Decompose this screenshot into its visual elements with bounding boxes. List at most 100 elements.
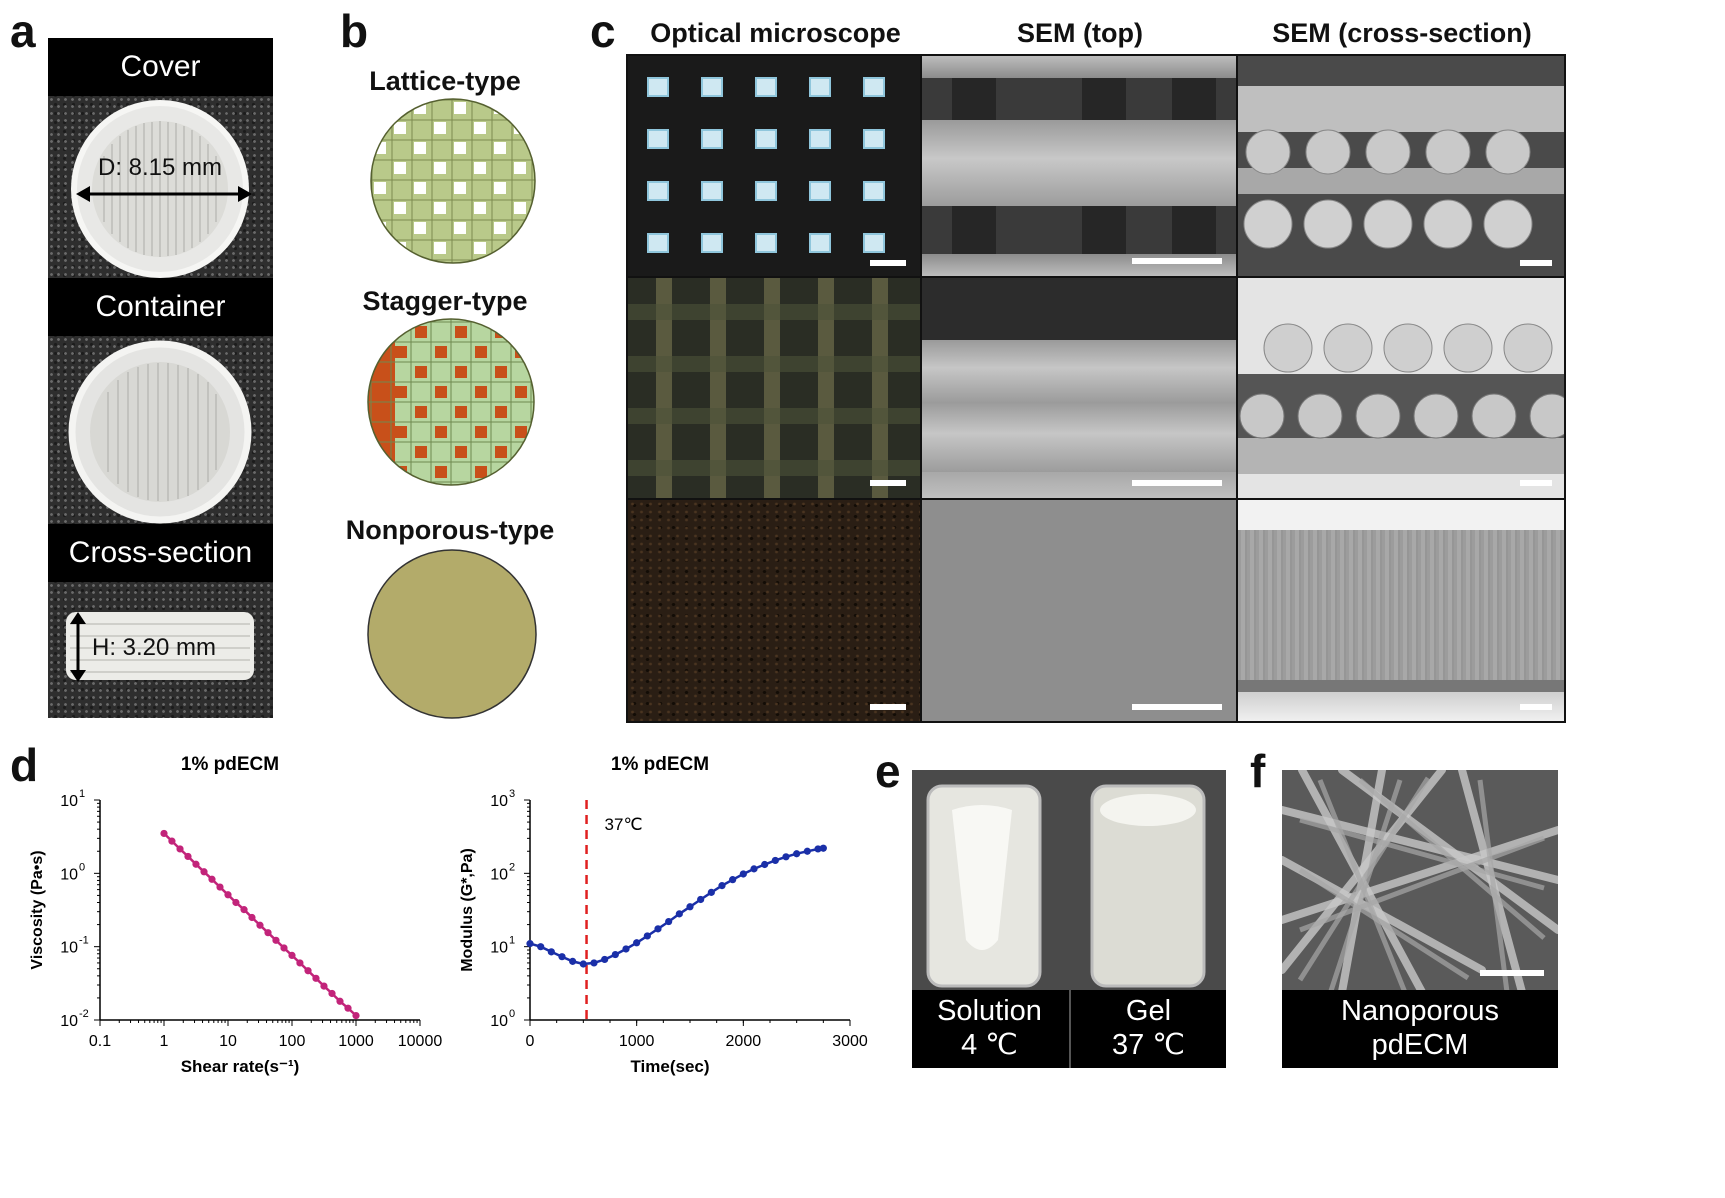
data-point <box>729 876 737 884</box>
y-tick-exponent: -1 <box>79 935 89 947</box>
nonporous-sem-top-image <box>922 500 1236 721</box>
gel-caption-temp: 37 ℃ <box>1112 1029 1185 1061</box>
cover-part-drawing <box>71 100 252 278</box>
panel-label-e: e <box>875 745 901 797</box>
data-point <box>761 860 769 869</box>
scale-bar <box>870 260 906 266</box>
x-tick-label: 0 <box>526 1033 535 1050</box>
scale-bar <box>1520 260 1552 266</box>
data-point <box>601 955 609 964</box>
y-tick-exponent: 0 <box>509 1008 515 1020</box>
data-point <box>697 895 705 904</box>
x-tick-label: 0.1 <box>89 1033 111 1050</box>
data-point <box>633 939 641 947</box>
nanoporous-sem-image <box>1282 770 1558 992</box>
cross-section-label: Cross-section <box>48 524 273 582</box>
data-point <box>344 1004 352 1012</box>
data-point <box>224 891 232 899</box>
data-point <box>819 844 827 852</box>
data-point <box>590 959 598 967</box>
scale-bar <box>1132 480 1222 486</box>
data-point <box>248 913 256 922</box>
data-point <box>176 845 184 853</box>
stagger-type-diagram <box>367 318 535 486</box>
container-label: Container <box>48 278 273 336</box>
panel-label-f: f <box>1250 745 1266 797</box>
scale-bar <box>870 480 906 486</box>
stagger-type-title: Stagger-type <box>362 286 528 316</box>
x-tick-label: 10 <box>219 1033 237 1050</box>
lattice-pore <box>863 181 885 201</box>
data-point <box>232 898 240 907</box>
nonporous-type-diagram <box>367 549 537 719</box>
y-tick-exponent: 2 <box>509 861 515 873</box>
y-tick-exponent: 1 <box>79 788 85 800</box>
y-tick-exponent: 0 <box>79 861 85 873</box>
data-point <box>240 906 248 914</box>
vials-drawing <box>926 784 1206 988</box>
y-tick-exponent: -2 <box>79 1008 89 1020</box>
data-point <box>200 868 208 876</box>
data-point <box>611 950 619 959</box>
lattice-pore <box>755 181 777 201</box>
data-point <box>558 953 566 961</box>
lattice-pore <box>701 77 723 97</box>
y-tick-label: 10 <box>60 866 78 883</box>
cross-section-photo: H: 3.20 mm <box>48 582 273 718</box>
y-tick-label: 10 <box>490 940 508 957</box>
x-axis-label: Shear rate(s⁻¹) <box>181 1057 300 1076</box>
data-point <box>718 882 726 890</box>
solution-caption-temp: 4 ℃ <box>961 1029 1018 1061</box>
nonporous-sem-cross-image <box>1238 500 1564 721</box>
data-point <box>288 951 296 960</box>
lattice-pore <box>701 181 723 201</box>
x-tick-label: 1000 <box>619 1033 655 1050</box>
lattice-pore <box>647 129 669 149</box>
y-tick-label: 10 <box>490 866 508 883</box>
column-header-sem-top: SEM (top) <box>1017 18 1143 48</box>
data-point <box>526 940 534 948</box>
lattice-pore <box>809 77 831 97</box>
gel-caption: Gel 37 ℃ <box>1071 994 1226 1062</box>
lattice-pore <box>755 233 777 253</box>
nanoporous-caption: Nanoporous pdECM <box>1282 990 1558 1068</box>
lattice-sem-top-image <box>922 56 1236 276</box>
data-point <box>750 865 758 873</box>
cross-section-part-drawing <box>66 612 254 682</box>
lattice-pore <box>755 129 777 149</box>
nanoporous-caption-line2: pdECM <box>1371 1029 1469 1061</box>
data-point <box>643 932 651 940</box>
x-tick-label: 3000 <box>832 1033 868 1050</box>
scale-bar <box>1520 704 1552 710</box>
data-point <box>782 853 790 861</box>
data-point <box>336 997 344 1005</box>
data-point <box>686 903 694 911</box>
nanoporous-caption-line1: Nanoporous <box>1341 995 1499 1027</box>
data-point <box>168 837 176 845</box>
height-label: H: 3.20 mm <box>92 634 217 661</box>
data-point <box>296 959 304 967</box>
lattice-pore <box>809 181 831 201</box>
lattice-pore <box>701 233 723 253</box>
data-point <box>707 888 715 896</box>
data-point <box>675 910 683 918</box>
x-tick-label: 2000 <box>726 1033 762 1050</box>
data-point <box>537 943 545 951</box>
y-tick-label: 10 <box>60 1013 78 1030</box>
y-tick-exponent: 1 <box>509 935 515 947</box>
y-tick-label: 10 <box>60 793 78 810</box>
x-tick-label: 1 <box>160 1033 169 1050</box>
y-tick-label: 10 <box>60 940 78 957</box>
temperature-marker-label: 37℃ <box>605 815 643 834</box>
x-tick-label: 10000 <box>398 1033 443 1050</box>
data-point <box>547 948 555 956</box>
data-point <box>654 925 662 933</box>
lattice-pore <box>755 77 777 97</box>
lattice-sem-cross-image <box>1238 56 1564 276</box>
nonporous-type-title: Nonporous-type <box>345 515 555 545</box>
lattice-pore <box>647 77 669 97</box>
lattice-pore <box>647 233 669 253</box>
lattice-pore <box>809 129 831 149</box>
data-point <box>771 856 779 865</box>
